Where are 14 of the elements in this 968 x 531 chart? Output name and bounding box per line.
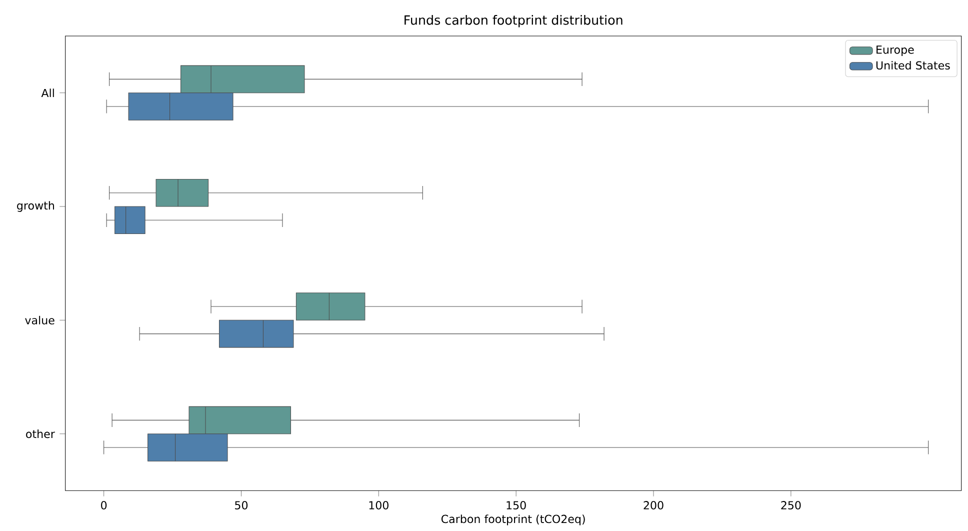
x-axis-title: Carbon footprint (tCO2eq) [441,514,585,526]
x-tick-label: 100 [369,501,388,510]
y-tick-label: other [26,430,55,438]
x-tick-label: 50 [235,501,248,510]
y-tick-label: value [25,316,54,325]
chart-title: Funds carbon footprint distribution [404,15,622,28]
legend-label: United States [876,61,950,70]
legend-label: Europe [876,46,914,56]
y-tick-label: All [41,88,54,98]
x-tick-label: 250 [781,501,801,510]
y-tick-label: growth [17,201,54,212]
x-tick-label: 150 [506,501,526,510]
x-tick-label: 0 [101,501,107,510]
x-tick-label: 200 [644,501,664,510]
